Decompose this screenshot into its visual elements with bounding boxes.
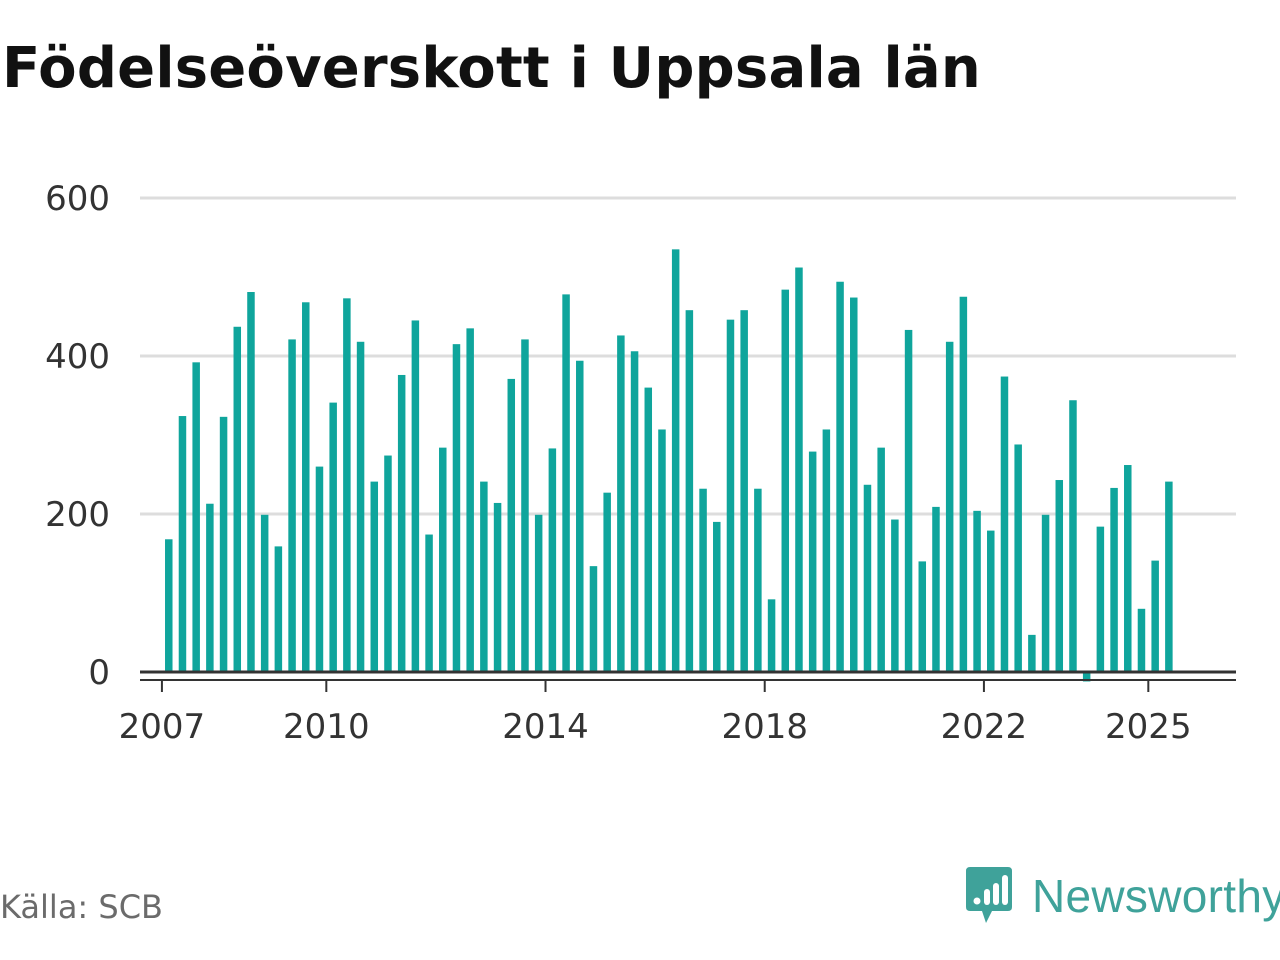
bar-2017-q2 bbox=[726, 319, 735, 672]
x-tick-label-2014: 2014 bbox=[502, 707, 589, 747]
brand-name: Newsworthy bbox=[1032, 870, 1280, 922]
bar-2015-q4 bbox=[644, 387, 653, 672]
x-tick-label-2022: 2022 bbox=[941, 707, 1028, 747]
bar-2024-q1 bbox=[1096, 526, 1105, 672]
bar-2025-q2 bbox=[1165, 481, 1173, 672]
bar-2025-q1 bbox=[1151, 560, 1159, 672]
bar-2009-q4 bbox=[315, 466, 324, 672]
bar-2009-q3 bbox=[302, 302, 310, 672]
bar-2019-q2 bbox=[836, 281, 844, 672]
bar-2013-q3 bbox=[521, 339, 529, 672]
bar-2016-q3 bbox=[685, 310, 694, 672]
bar-2020-q1 bbox=[877, 447, 885, 672]
bar-2014-q2 bbox=[562, 294, 570, 672]
bar-2010-q4 bbox=[370, 481, 379, 672]
bar-2023-q4 bbox=[1082, 672, 1091, 682]
bar-2021-q3 bbox=[959, 296, 968, 672]
bar-2007-q1 bbox=[165, 539, 173, 672]
bar-2020-q2 bbox=[891, 519, 899, 672]
bar-2022-q3 bbox=[1014, 444, 1022, 672]
bar-2018-q1 bbox=[767, 599, 776, 672]
bar-2016-q1 bbox=[658, 429, 666, 672]
bar-2023-q3 bbox=[1069, 400, 1077, 672]
bar-2018-q4 bbox=[808, 451, 817, 672]
bar-2021-q2 bbox=[945, 341, 954, 672]
bar-2017-q1 bbox=[713, 521, 721, 672]
bar-2024-q2 bbox=[1110, 487, 1118, 672]
bar-2023-q1 bbox=[1041, 514, 1050, 672]
y-tick-label-200: 200 bbox=[45, 495, 110, 535]
bar-2013-q1 bbox=[493, 502, 502, 672]
bar-2010-q3 bbox=[356, 341, 365, 672]
bar-2018-q2 bbox=[781, 289, 790, 672]
bar-2023-q2 bbox=[1055, 480, 1064, 672]
bar-2017-q4 bbox=[754, 488, 762, 672]
bar-2009-q2 bbox=[288, 339, 296, 672]
newsworthy-logo-icon bbox=[966, 867, 1012, 923]
x-tick-label-2007: 2007 bbox=[119, 707, 206, 747]
bar-2007-q4 bbox=[206, 503, 214, 672]
bar-2008-q2 bbox=[233, 326, 242, 672]
x-tick-label-2018: 2018 bbox=[721, 707, 808, 747]
bar-2014-q3 bbox=[576, 360, 584, 672]
bar-2021-q4 bbox=[973, 510, 981, 672]
bar-2020-q3 bbox=[904, 329, 913, 672]
bar-2012-q1 bbox=[439, 447, 447, 672]
bar-2017-q3 bbox=[740, 310, 748, 672]
bar-2015-q2 bbox=[617, 335, 625, 672]
bar-2016-q4 bbox=[699, 488, 707, 672]
bar-2014-q4 bbox=[589, 566, 598, 672]
bar-2011-q4 bbox=[425, 534, 433, 672]
bar-2010-q1 bbox=[329, 402, 337, 672]
bar-2024-q3 bbox=[1124, 465, 1132, 672]
bar-2015-q1 bbox=[603, 492, 611, 672]
y-tick-label-600: 600 bbox=[45, 179, 110, 219]
bar-2020-q4 bbox=[918, 561, 927, 672]
bar-2007-q2 bbox=[178, 416, 187, 672]
source-note: Källa: SCB bbox=[0, 888, 163, 926]
bar-2019-q3 bbox=[850, 297, 858, 672]
y-tick-label-400: 400 bbox=[45, 337, 110, 377]
bar-2008-q3 bbox=[247, 292, 255, 672]
x-axis: 2007 2010 2014 2018 2022 2025 bbox=[119, 670, 1236, 747]
bar-2019-q4 bbox=[863, 484, 872, 672]
bar-2011-q1 bbox=[384, 455, 392, 672]
brand-logo: Newsworthy bbox=[964, 864, 1280, 928]
bar-2012-q3 bbox=[466, 328, 474, 672]
bar-2022-q4 bbox=[1028, 634, 1036, 672]
bar-2011-q3 bbox=[411, 320, 420, 672]
x-tick-label-2010: 2010 bbox=[283, 707, 370, 747]
bar-2016-q2 bbox=[671, 249, 680, 672]
bar-2008-q4 bbox=[260, 514, 269, 672]
bar-2024-q4 bbox=[1137, 608, 1146, 672]
bar-2013-q4 bbox=[534, 514, 543, 672]
chart-title: Födelseöverskott i Uppsala län bbox=[2, 36, 981, 101]
bar-2011-q2 bbox=[397, 374, 406, 672]
bar-2022-q1 bbox=[987, 530, 995, 672]
bar-2014-q1 bbox=[548, 448, 557, 672]
bar-2022-q2 bbox=[1000, 376, 1009, 672]
bar-2010-q2 bbox=[343, 298, 351, 672]
bar-2015-q3 bbox=[630, 351, 639, 672]
bar-series bbox=[165, 249, 1173, 682]
bar-2021-q1 bbox=[932, 506, 940, 672]
bar-2019-q1 bbox=[822, 429, 831, 672]
bar-2012-q2 bbox=[452, 344, 461, 672]
x-tick-label-2025: 2025 bbox=[1105, 707, 1192, 747]
bar-2009-q1 bbox=[274, 546, 283, 672]
bar-2007-q3 bbox=[192, 362, 200, 672]
bar-2013-q2 bbox=[507, 378, 516, 672]
bar-2018-q3 bbox=[795, 267, 803, 672]
bar-2008-q1 bbox=[219, 416, 228, 672]
bar-2012-q4 bbox=[480, 481, 488, 672]
y-tick-label-0: 0 bbox=[88, 653, 110, 693]
y-axis: 0 200 400 600 bbox=[45, 179, 110, 693]
